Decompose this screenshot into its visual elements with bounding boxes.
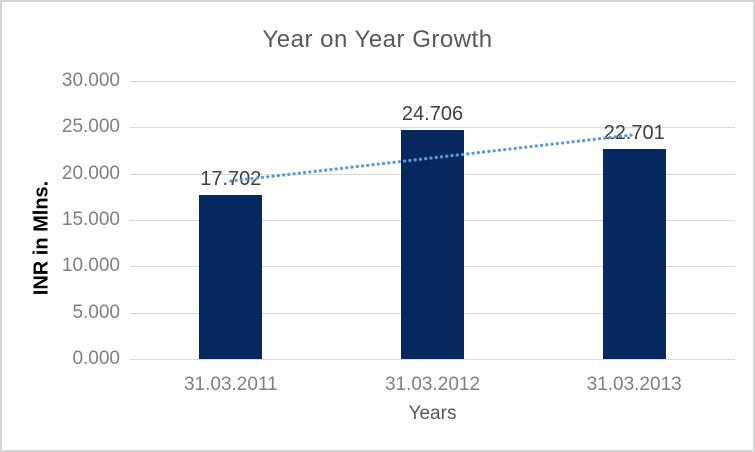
- y-axis-tick-label: 20.000: [61, 163, 120, 184]
- gridline: [130, 81, 735, 82]
- x-axis-tick-label: 31.03.2013: [586, 374, 682, 395]
- bar-data-label: 17.702: [200, 168, 262, 190]
- y-axis-tick-label: 5.000: [72, 302, 120, 323]
- gridline: [130, 359, 735, 360]
- bar-data-label: 22.701: [603, 122, 665, 144]
- gridline: [130, 127, 735, 128]
- y-axis-tick-label: 15.000: [61, 209, 120, 230]
- bar: [603, 149, 666, 359]
- bar: [199, 195, 262, 359]
- y-axis-tick-label: 10.000: [61, 255, 120, 276]
- x-axis-tick-label: 31.03.2012: [384, 374, 481, 395]
- y-axis-tick-label: 30.000: [61, 70, 120, 91]
- x-axis-title: Years: [408, 403, 457, 424]
- chart-title: Year on Year Growth: [262, 26, 493, 53]
- x-axis-tick-label: 31.03.2011: [183, 374, 278, 395]
- y-axis-tick-label: 25.000: [61, 116, 120, 137]
- y-axis-title: INR in Mlns.: [30, 180, 53, 296]
- bar-data-label: 24.706: [401, 103, 464, 125]
- bar: [401, 130, 464, 359]
- y-axis-tick-label: 0.000: [72, 348, 120, 369]
